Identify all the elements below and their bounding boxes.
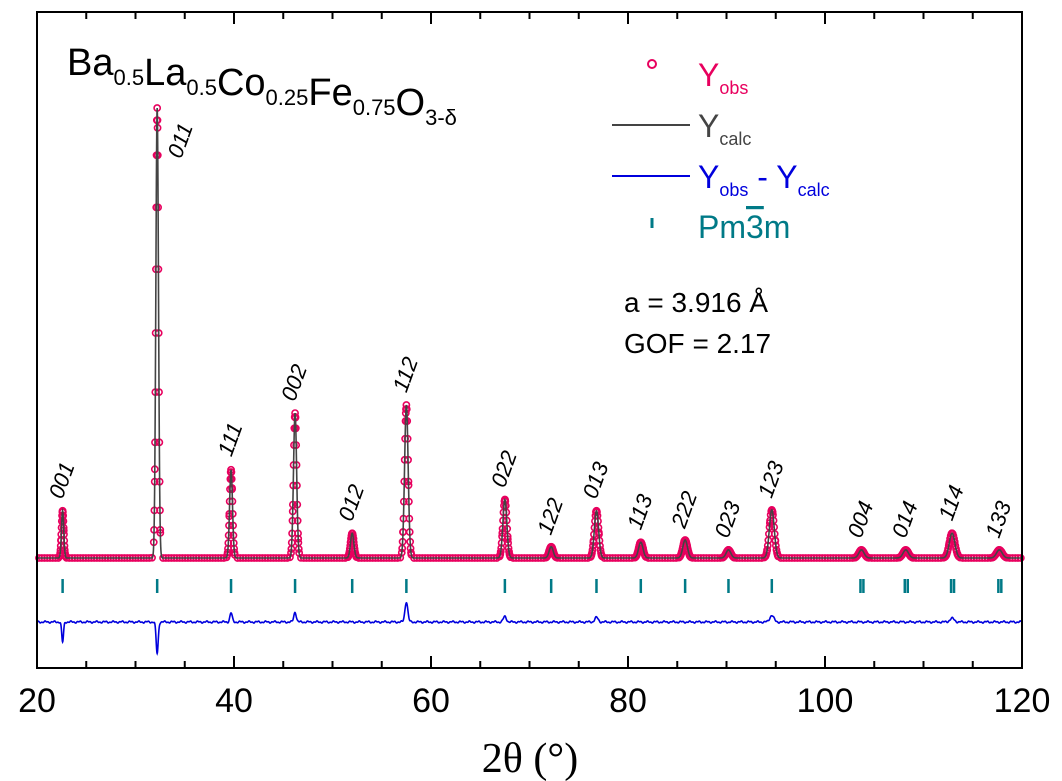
x-tick-label: 60 (412, 682, 450, 720)
legend: Yobs Ycalc Yobs - Ycalc Pm3m (612, 57, 830, 245)
legend-item-diff: Yobs - Ycalc (612, 159, 830, 200)
hkl-label: 023 (709, 497, 745, 541)
legend-label: Yobs (698, 57, 748, 98)
chart-title: Ba0.5La0.5Co0.25Fe0.75O3-δ (67, 42, 457, 130)
legend-label: Pm3m (698, 209, 790, 245)
hkl-label: 022 (486, 447, 522, 490)
hkl-label: 133 (980, 497, 1016, 541)
legend-label: Ycalc (698, 108, 751, 149)
lattice-annotation: a = 3.916 Å (624, 287, 768, 318)
hkl-label: 114 (933, 482, 968, 524)
hkl-label: 012 (333, 481, 369, 524)
legend-marker (647, 59, 657, 69)
observed-point (598, 552, 606, 561)
hkl-label: 122 (532, 495, 568, 538)
plot-frame (36, 11, 1023, 669)
hkl-label: 123 (753, 457, 789, 501)
x-tick-label: 20 (18, 682, 56, 720)
hkl-label: 013 (577, 458, 613, 502)
hkl-label: 111 (213, 419, 248, 459)
x-tick-label: 120 (994, 682, 1051, 720)
gof-annotation: GOF = 2.17 (624, 328, 771, 359)
hkl-label: 002 (276, 361, 312, 404)
legend-item-ticks: Pm3m (650, 209, 790, 245)
legend-label: Yobs - Ycalc (698, 159, 830, 200)
hkl-label: 001 (44, 459, 80, 502)
observed-point (774, 552, 783, 561)
calculated-series (37, 107, 1022, 559)
x-tick-label: 40 (215, 682, 253, 720)
observed-point (642, 553, 650, 561)
legend-item-obs: Yobs (647, 57, 748, 98)
hkl-label: 011 (162, 120, 197, 162)
hkl-label: 112 (388, 354, 423, 396)
plot-data (35, 104, 1025, 656)
x-axis-label: 2θ (°) (482, 736, 578, 781)
difference-series (36, 601, 1023, 656)
hkl-label: 004 (842, 498, 878, 541)
x-tick-label: 80 (609, 682, 647, 720)
legend-item-calc: Ycalc (612, 108, 751, 149)
observed-point (352, 553, 361, 562)
axis-ticks (36, 12, 1023, 668)
bragg-positions (61, 579, 1003, 593)
hkl-label: 014 (887, 498, 923, 541)
hkl-label: 113 (622, 490, 658, 532)
observed-series (35, 104, 1025, 562)
hkl-label: 222 (666, 488, 702, 532)
x-tick-label: 100 (797, 682, 854, 720)
plot-labels: 20 40 60 80 100 12000101111100201211202212201… (18, 120, 1050, 720)
observed-point (954, 552, 963, 561)
